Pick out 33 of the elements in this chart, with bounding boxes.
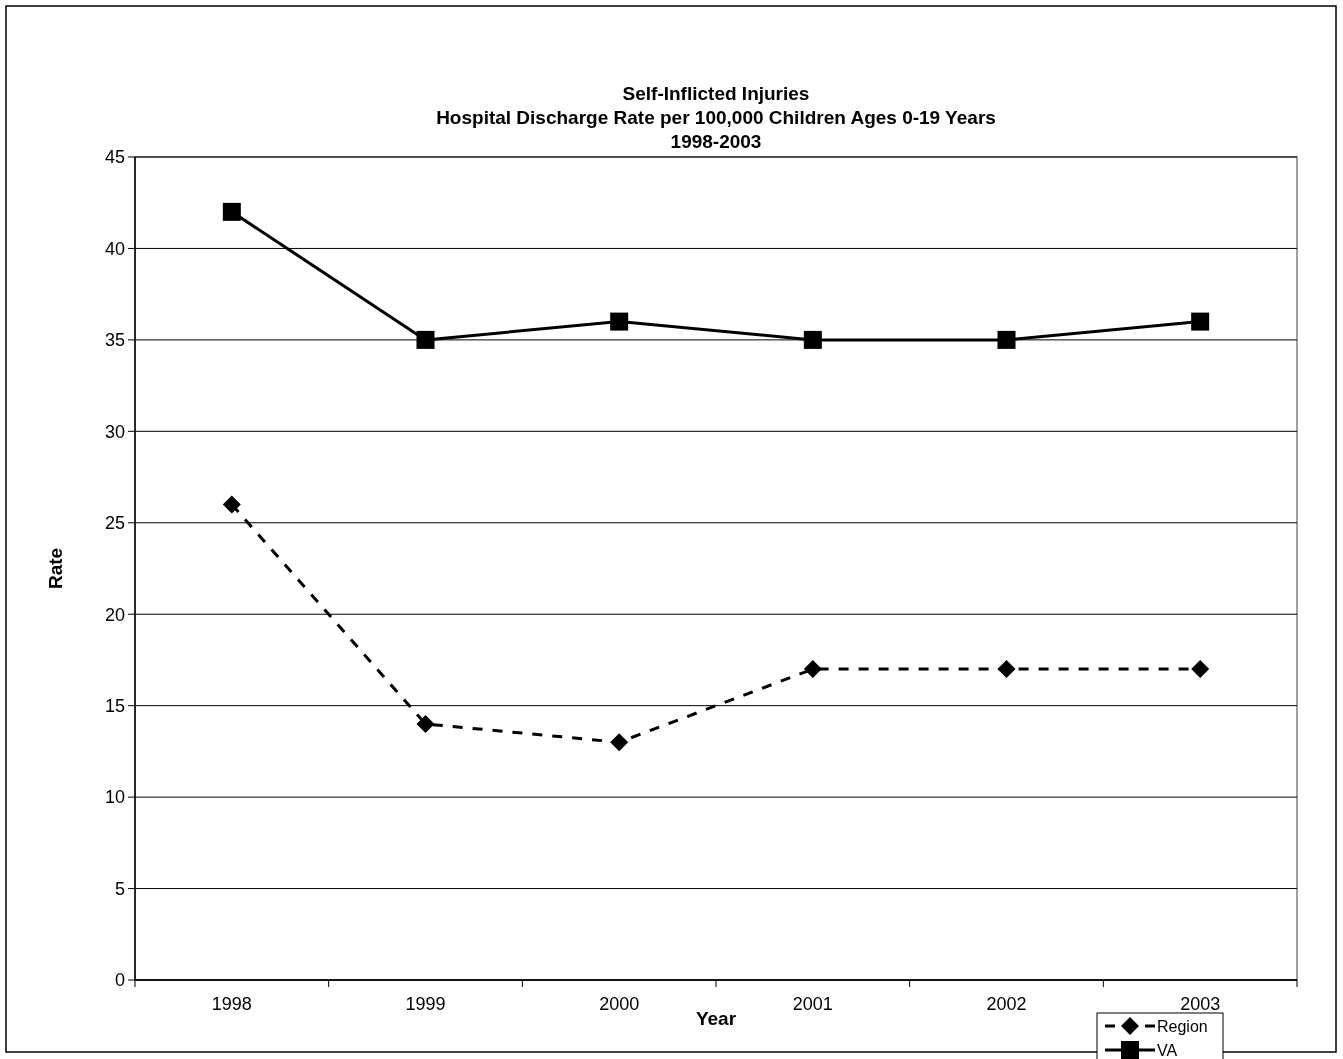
y-tick-label: 30 xyxy=(104,421,125,442)
point xyxy=(610,312,629,331)
x-tick-label: 2002 xyxy=(986,994,1027,1014)
x-tick-label: 1998 xyxy=(211,994,252,1014)
y-tick-label: 5 xyxy=(114,878,125,899)
point xyxy=(997,330,1016,349)
point xyxy=(416,714,435,733)
x-tick-label: 2000 xyxy=(599,994,640,1014)
y-tick-label: 25 xyxy=(104,513,125,534)
legend-label: Region xyxy=(1157,1017,1208,1035)
point xyxy=(222,202,241,221)
point xyxy=(222,495,241,514)
y-tick-label: 40 xyxy=(104,238,125,259)
point xyxy=(803,660,822,679)
x-tick-label: 2001 xyxy=(792,994,833,1014)
y-tick-label: 0 xyxy=(114,970,125,991)
x-axis-title: Year xyxy=(695,1008,737,1029)
point xyxy=(1191,312,1210,331)
point xyxy=(1191,660,1210,679)
y-tick-label: 35 xyxy=(104,330,125,351)
x-tick-label: 2003 xyxy=(1180,994,1221,1014)
legend-label: VA xyxy=(1157,1041,1178,1059)
point xyxy=(416,330,435,349)
point xyxy=(997,660,1016,679)
y-tick-label: 10 xyxy=(104,787,125,808)
y-axis-title: Rate xyxy=(45,547,66,590)
chart-title: Self-Inflicted Injuries Hospital Discharge Rate per 100,000 Children Ages 0-19 Years 1998-2003 xyxy=(436,83,996,152)
point xyxy=(803,330,822,349)
point xyxy=(610,733,629,752)
y-tick-label: 15 xyxy=(104,695,125,716)
y-tick-label: 45 xyxy=(104,147,125,168)
y-tick-label: 20 xyxy=(104,604,125,625)
x-tick-label: 1999 xyxy=(405,994,446,1014)
